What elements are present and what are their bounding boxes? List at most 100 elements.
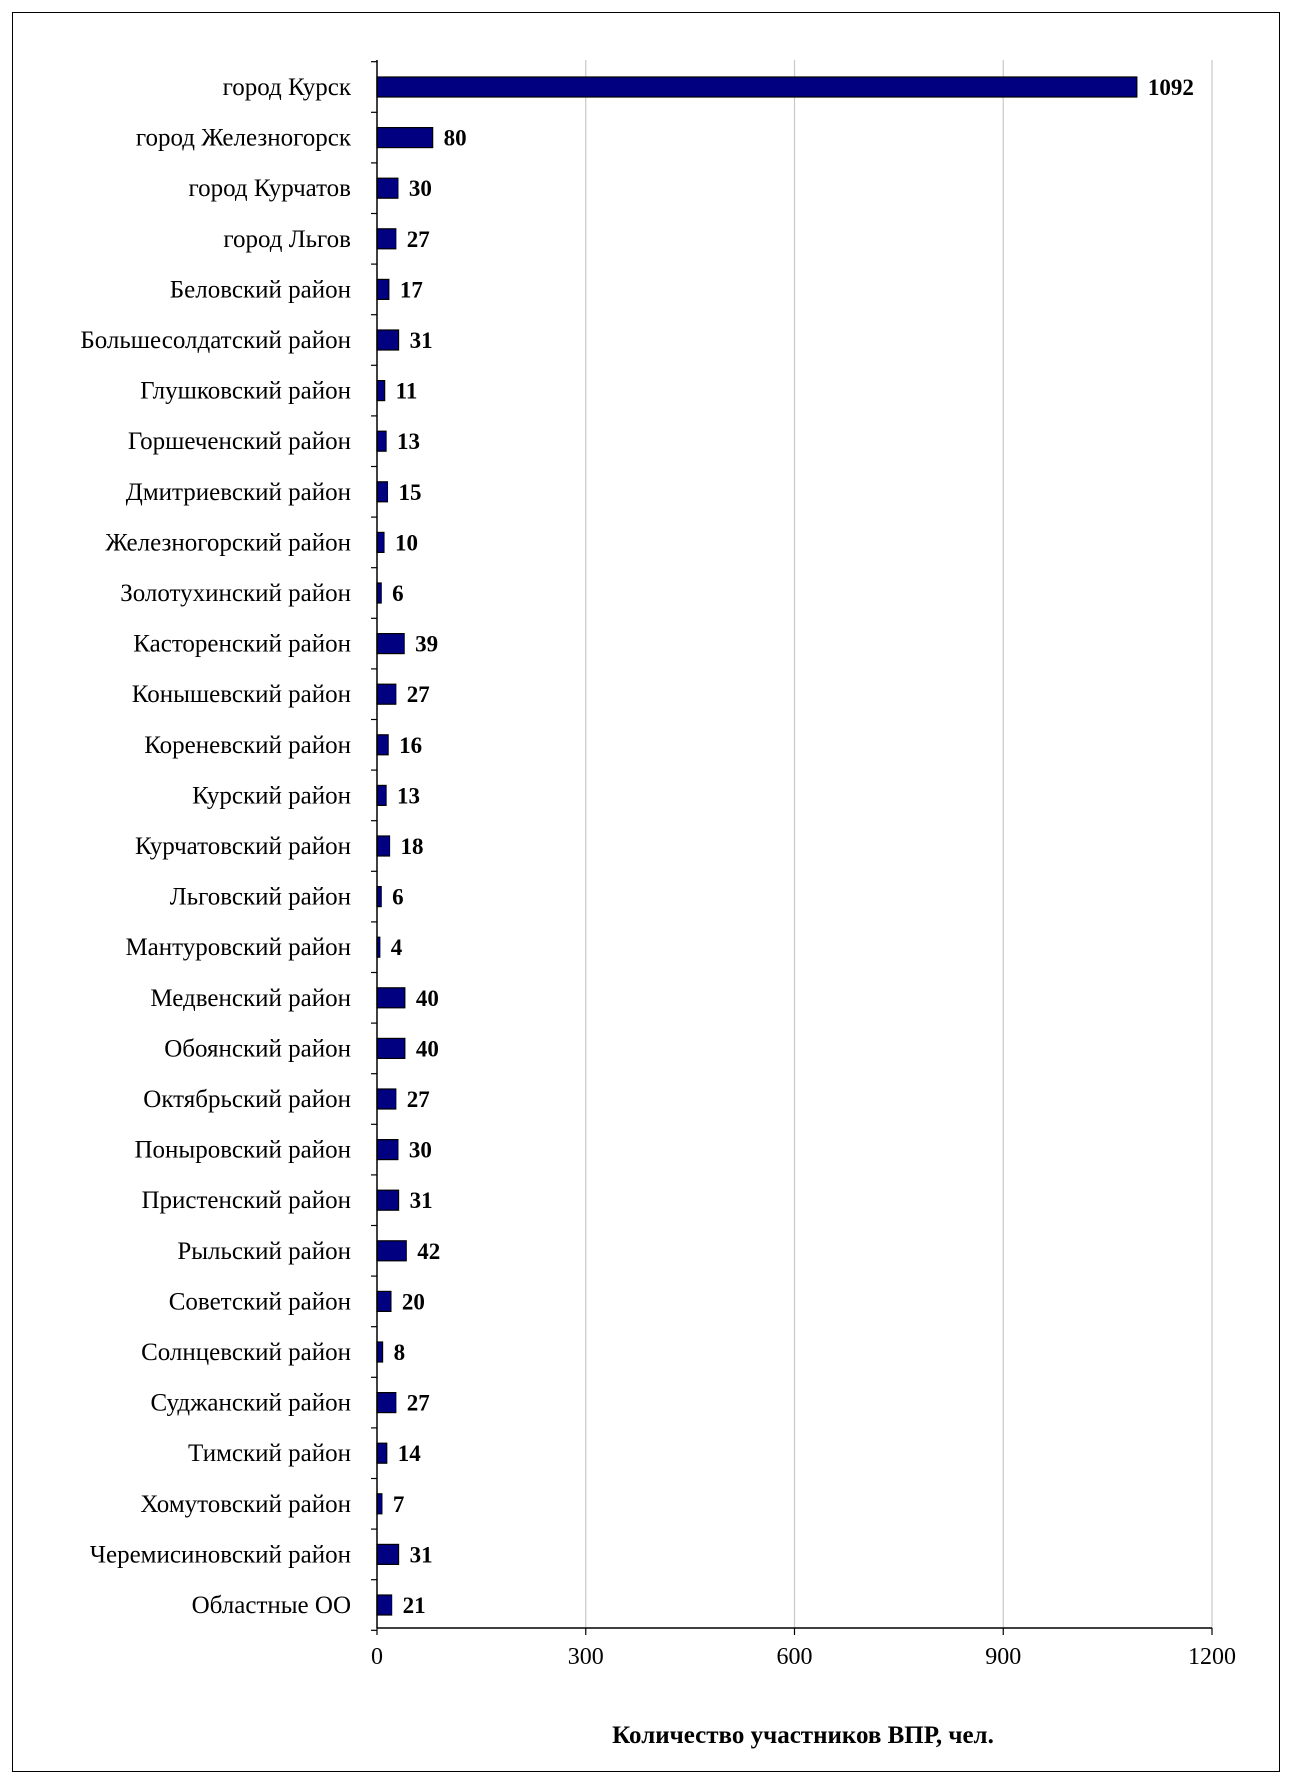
x-tick-labels: 0 300 600 900 1200	[371, 1644, 1236, 1670]
bar	[376, 76, 1138, 98]
category-label: Хомутовский район	[140, 1491, 351, 1518]
category-label: Конышевский район	[132, 681, 351, 708]
x-tick-label: 900	[985, 1644, 1021, 1670]
value-label: 6	[392, 581, 404, 606]
bar	[376, 835, 391, 857]
category-label: Медвенский район	[150, 985, 351, 1012]
value-label: 30	[409, 176, 432, 201]
gridlines	[585, 60, 1213, 1628]
category-label: Советский район	[169, 1288, 351, 1315]
x-tick-label: 0	[371, 1644, 383, 1670]
value-label: 10	[395, 530, 418, 555]
bar	[376, 177, 399, 199]
value-label: 1092	[1148, 75, 1194, 100]
category-label: Касторенский район	[133, 631, 351, 658]
category-label: Мантуровский район	[125, 934, 351, 961]
value-label: 20	[402, 1289, 425, 1314]
value-label: 13	[397, 783, 420, 808]
category-label: Рыльский район	[177, 1238, 351, 1265]
value-label: 27	[407, 682, 430, 707]
bar	[376, 1189, 400, 1211]
value-label: 14	[398, 1441, 422, 1466]
value-label: 6	[392, 885, 404, 910]
bar	[376, 481, 389, 503]
bar	[376, 1341, 384, 1363]
category-label: город Льгов	[223, 226, 351, 253]
category-label: Солнцевский район	[141, 1339, 351, 1366]
category-label: Тимский район	[188, 1440, 351, 1467]
category-label: Железногорский район	[105, 529, 351, 556]
category-label: Поныровский район	[135, 1137, 352, 1164]
bar	[376, 1240, 407, 1262]
x-tick-label: 1200	[1188, 1644, 1236, 1670]
category-label: Глушковский район	[140, 378, 351, 405]
bar	[376, 1543, 400, 1566]
value-label: 40	[416, 986, 439, 1011]
x-axis-title: Количество участников ВПР, чел.	[612, 1722, 994, 1749]
bar	[376, 228, 397, 250]
value-label: 27	[407, 227, 430, 252]
bar	[376, 734, 389, 756]
category-label: Беловский район	[170, 276, 351, 303]
category-label: Черемисиновский район	[90, 1541, 351, 1568]
category-label: Курский район	[192, 782, 351, 809]
value-label: 80	[444, 126, 467, 151]
bar	[376, 278, 390, 300]
category-label: Курчатовский район	[135, 833, 351, 860]
category-label: город Курчатов	[189, 175, 351, 202]
bar	[376, 683, 397, 705]
category-label: Обоянский район	[164, 1035, 351, 1062]
category-label: Горшеченский район	[128, 428, 351, 455]
value-labels: 1092 80 30 27 17 31 11 13 15 10 6 39 27 16 13 18 6 4 40 40 2…	[391, 75, 1194, 1618]
category-labels: город Курск город Железногорск город Курча…	[80, 74, 351, 1619]
value-label: 16	[399, 733, 422, 758]
bar	[376, 1391, 397, 1414]
bar	[376, 430, 387, 452]
bar	[376, 329, 400, 351]
bar	[376, 1594, 393, 1616]
category-label: Областные ОО	[192, 1592, 351, 1619]
x-tick-label: 600	[777, 1644, 813, 1670]
category-label: город Курск	[223, 74, 352, 101]
value-label: 7	[393, 1492, 405, 1517]
category-label: Суджанский район	[150, 1390, 351, 1417]
bar	[376, 1037, 406, 1060]
value-label: 13	[397, 429, 420, 454]
value-label: 11	[396, 379, 418, 404]
value-label: 31	[410, 1542, 433, 1567]
bar	[376, 632, 405, 655]
value-label: 17	[400, 277, 423, 302]
category-label: город Железногорск	[136, 125, 352, 152]
value-label: 21	[403, 1593, 426, 1618]
category-label: Большесолдатский район	[80, 327, 351, 354]
bar	[376, 126, 434, 149]
x-tick-label: 300	[568, 1644, 604, 1670]
value-label: 27	[407, 1087, 430, 1112]
bar	[376, 531, 385, 554]
bar	[376, 1442, 388, 1464]
value-label: 39	[415, 632, 438, 657]
value-label: 27	[407, 1391, 430, 1416]
category-label: Октябрьский район	[143, 1086, 351, 1113]
value-label: 31	[410, 1188, 433, 1213]
category-label: Дмитриевский район	[126, 479, 351, 506]
value-label: 15	[398, 480, 421, 505]
category-label: Льговский район	[170, 884, 351, 911]
value-label: 42	[417, 1239, 440, 1264]
value-label: 40	[416, 1036, 439, 1061]
value-label: 30	[409, 1138, 432, 1163]
bar	[376, 1088, 397, 1110]
bar	[376, 987, 406, 1009]
category-label: Золотухинский район	[120, 580, 351, 607]
category-label: Пристенский район	[141, 1187, 351, 1214]
bar	[376, 1138, 399, 1161]
bar	[376, 784, 387, 807]
value-label: 4	[391, 935, 403, 960]
bar	[376, 1290, 392, 1313]
axes	[371, 60, 1213, 1635]
value-label: 8	[394, 1340, 406, 1365]
value-label: 31	[410, 328, 433, 353]
bar	[376, 380, 386, 402]
bars	[376, 76, 1138, 1616]
